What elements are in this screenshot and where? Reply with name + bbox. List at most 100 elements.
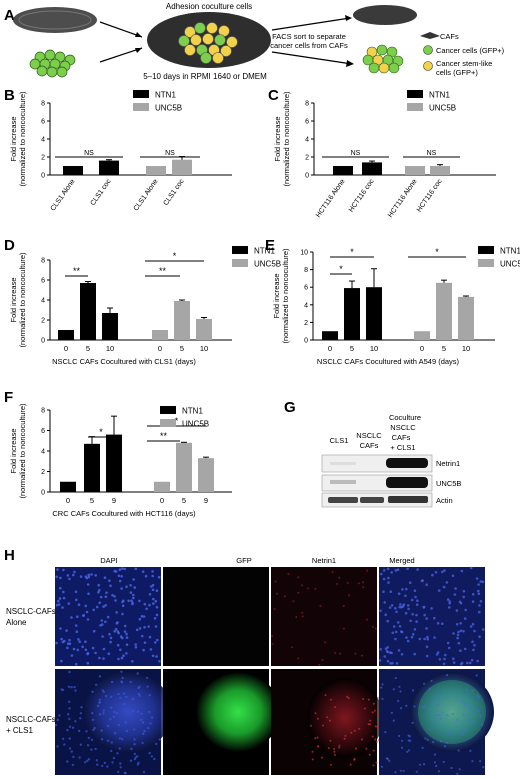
coculture-dish (147, 12, 271, 68)
chart-c: 0 2 4 6 8 Fold increase (normalized to noncocu… (273, 90, 496, 219)
x-tick-label: 5 (350, 344, 354, 353)
cancer-cell-legend-icon (423, 45, 433, 55)
coculture-cell (226, 36, 238, 48)
coculture-cell (214, 34, 226, 46)
legend-swatch-unc5b (160, 419, 176, 427)
bar-ntn1 (84, 443, 100, 492)
y-axis-label: Fold increase (273, 116, 282, 161)
panel-letter-c: C (268, 87, 279, 104)
band-unc5b-coculture (386, 477, 428, 488)
cancer-cell-cluster-left (29, 49, 76, 78)
micro-row2-line1: NSCLC-CAFs (6, 715, 56, 724)
y-tick-label: 8 (304, 267, 308, 274)
x-tick-label: 10 (370, 344, 378, 353)
band-actin-coculture (388, 496, 428, 503)
y-tick-label: 4 (304, 302, 308, 309)
x-tick-label: 5 (182, 496, 186, 505)
panel-letter-h: H (4, 547, 15, 564)
bar-ntn1 (366, 287, 382, 340)
band-netrin1-coculture (386, 458, 428, 468)
coculture-cell (178, 35, 190, 47)
significance-label: * (99, 427, 103, 437)
bar-ntn1 (80, 283, 96, 340)
gfp-cancer-cluster (196, 672, 280, 752)
bar-unc5b (196, 319, 212, 340)
blot-row-unc5b: UNC5B (436, 479, 461, 488)
y-tick-label: 0 (304, 338, 308, 345)
legend-label-ntn1: NTN1 (155, 91, 176, 100)
legend-label-ntn1: NTN1 (254, 247, 275, 256)
bar-unc5b (414, 331, 430, 340)
bar-unc5b (436, 282, 452, 340)
x-tick-label: 0 (160, 496, 164, 505)
coculture-cell (194, 22, 206, 34)
x-tick-label: HCT116 Alone (387, 178, 419, 219)
blot-row-netrin1: Netrin1 (436, 459, 460, 468)
bar-ntn1 (322, 331, 338, 340)
significance-label: NS (165, 150, 175, 157)
y-tick-label: 10 (300, 250, 308, 257)
arrow-to-coculture-1 (99, 21, 143, 38)
bar-ntn1 (99, 160, 119, 175)
x-tick-label: HCT116 coc (348, 178, 376, 214)
significance-label: * (435, 247, 439, 257)
arrow-to-coculture-2 (99, 47, 143, 63)
y-tick-label: 0 (41, 338, 45, 345)
micro-row1-line2: Alone (6, 618, 27, 627)
panel-letter-f: F (4, 389, 13, 406)
arrow-to-cafs (271, 17, 351, 31)
legend-label-unc5b: UNC5B (182, 420, 209, 429)
y-tick-label: 0 (41, 173, 45, 180)
y-axis-label-2: (normalized to noncoculture) (18, 91, 27, 187)
panel-h-microscopy: DAPI GFP Netrin1 Merged NSCLC-CAFs Alone… (6, 556, 494, 775)
bar-unc5b (174, 301, 190, 340)
legend-swatch-unc5b (232, 259, 248, 267)
y-tick-label: 8 (41, 101, 45, 108)
panel-letter-d: D (4, 237, 15, 254)
y-axis-label-2: (normalized to noncoculture) (282, 91, 291, 187)
legend-swatch-ntn1 (133, 90, 149, 98)
arrow-to-cancer-cells (271, 51, 353, 65)
legend-swatch-unc5b (133, 103, 149, 111)
legend-label-ntn1: NTN1 (429, 91, 450, 100)
micro-col-netrin1: Netrin1 (312, 556, 336, 565)
coculture-cell (184, 26, 196, 38)
x-tick-label: HCT116 coc (416, 178, 444, 214)
band-netrin1-cls1 (330, 462, 356, 465)
x-tick-label: 0 (328, 344, 332, 353)
panel-g-western-blot: CLS1 NSCLC CAFs Coculture NSCLC CAFs + C… (321, 413, 461, 508)
significance-label: ** (160, 431, 168, 441)
caf-legend-icon (420, 32, 440, 39)
facs-label-line2: cancer cells from CAFs (270, 41, 348, 50)
legend-swatch-ntn1 (407, 90, 423, 98)
chart-f: 0 2 4 6 8 Fold increase (normalized to noncocu… (9, 403, 232, 518)
x-tick-label: 0 (64, 344, 68, 353)
bar-ntn1 (362, 162, 382, 175)
bar-ntn1 (344, 288, 360, 340)
y-tick-label: 2 (41, 318, 45, 325)
bar-ntn1 (60, 481, 76, 492)
stem-cell-legend-icon (423, 61, 433, 71)
coculture-cell (212, 52, 224, 64)
y-axis-label: Fold increase (9, 277, 18, 322)
bar-ntn1 (102, 313, 118, 340)
bar-unc5b (154, 481, 170, 492)
chart-b: 0 2 4 6 8 Fold increase (normalized to noncocu… (9, 90, 232, 212)
legend-swatch-ntn1 (232, 246, 248, 254)
sorted-cell (388, 62, 400, 74)
sorted-cell (378, 62, 390, 74)
x-tick-label: 0 (66, 496, 70, 505)
x-tick-label: 9 (112, 496, 116, 505)
x-tick-label: CLS1 Alone (133, 178, 160, 212)
cancer-cell (44, 49, 56, 61)
y-axis-label: Fold increase (9, 116, 18, 161)
x-tick-label: 5 (86, 344, 90, 353)
facs-label-line1: FACS sort to separate (272, 32, 346, 41)
legend-swatch-ntn1 (478, 246, 494, 254)
panel-letter-b: B (4, 87, 15, 104)
y-tick-label: 4 (41, 449, 45, 456)
legend-label-unc5b: UNC5B (155, 104, 182, 113)
micro-col-dapi: DAPI (100, 556, 118, 565)
significance-label: * (339, 264, 343, 274)
sorted-cell (376, 44, 388, 56)
